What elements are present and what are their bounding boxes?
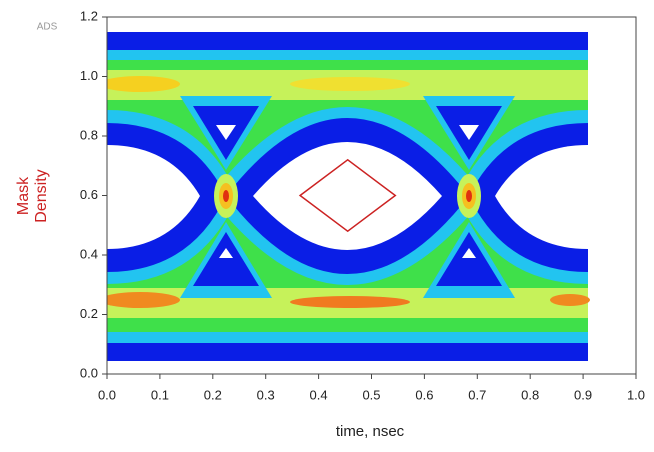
x-tick-label: 0.8: [521, 387, 539, 402]
x-tick-label: 0.1: [151, 387, 169, 402]
x-tick-label: 0.0: [98, 387, 116, 402]
eye-density: [100, 32, 590, 361]
x-tick-label: 0.5: [362, 387, 380, 402]
x-tick-label: 0.7: [468, 387, 486, 402]
x-tick-label: 0.3: [257, 387, 275, 402]
y-axis-title: Mask: [15, 176, 32, 215]
watermark: ADS: [37, 22, 58, 33]
y-tick-label: 0.0: [80, 365, 98, 380]
y-tick-label: 1.2: [80, 8, 98, 23]
y-tick-label: 0.8: [80, 127, 98, 142]
x-tick-label: 0.4: [310, 387, 328, 402]
y-tick-label: 0.4: [80, 246, 98, 261]
x-tick-label: 0.9: [574, 387, 592, 402]
y-axis-title: Density: [33, 169, 50, 222]
y-tick-label: 0.2: [80, 306, 98, 321]
x-tick-label: 0.2: [204, 387, 222, 402]
x-axis-title: time, nsec: [336, 423, 405, 440]
x-tick-label: 0.6: [415, 387, 433, 402]
x-tick-label: 1.0: [627, 387, 645, 402]
y-tick-label: 0.6: [80, 187, 98, 202]
y-tick-label: 1.0: [80, 68, 98, 83]
